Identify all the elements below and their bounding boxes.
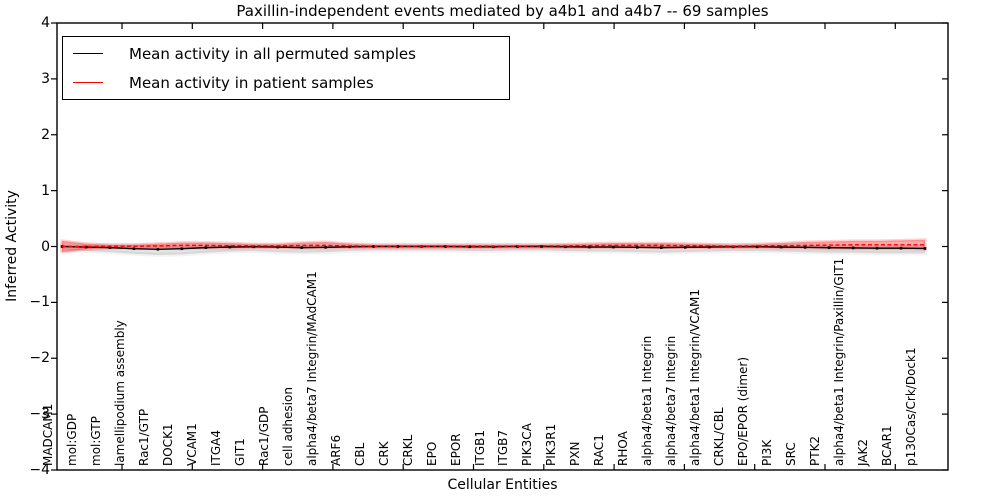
data-marker — [84, 245, 88, 249]
y-tick-label: 0 — [41, 238, 50, 255]
x-category-label: alpha4/beta1 Integrin/VCAM1 — [688, 289, 703, 466]
x-category-label: PXN — [568, 441, 583, 466]
x-category-label: CRKL/CBL — [712, 407, 727, 466]
x-category-label: mol:GTP — [88, 416, 103, 466]
x-category-label: ARF6 — [328, 434, 343, 466]
data-marker — [156, 247, 160, 251]
data-marker — [276, 245, 280, 249]
data-marker — [683, 246, 687, 249]
x-category-label: ITGA4 — [208, 429, 223, 466]
data-marker — [348, 245, 351, 249]
x-category-label: CBL — [352, 442, 367, 466]
x-category-label: alpha4/beta7 Integrin — [664, 335, 679, 466]
x-category-label: BCAR1 — [880, 425, 895, 466]
data-marker — [827, 246, 831, 249]
x-category-label: PIK3CA — [520, 423, 535, 466]
legend-box: Mean activity in all permuted samples Me… — [62, 36, 510, 100]
data-marker — [779, 245, 783, 249]
patient-line-swatch — [73, 82, 103, 83]
legend-item-permuted: Mean activity in all permuted samples — [63, 42, 509, 66]
mean-line — [62, 244, 925, 248]
x-category-label: lamellipodium assembly — [112, 320, 127, 466]
data-marker — [660, 246, 663, 249]
data-marker — [755, 245, 759, 249]
x-axis-label: Cellular Entities — [447, 477, 558, 493]
permuted-line-swatch — [73, 53, 103, 54]
data-marker — [204, 246, 208, 249]
x-category-label: JAK2 — [856, 438, 871, 466]
x-category-label: alpha4/beta1 Integrin — [640, 335, 655, 466]
legend-label-patient: Mean activity in patient samples — [129, 73, 374, 92]
y-tick-label: 3 — [41, 70, 50, 87]
x-category-label: Rac1/GDP — [256, 406, 271, 466]
y-tick-label: −3 — [29, 406, 50, 423]
legend-label-permuted: Mean activity in all permuted samples — [129, 44, 416, 63]
data-marker — [923, 247, 927, 250]
x-category-label: SRC — [784, 442, 799, 466]
y-tick-label: 1 — [41, 182, 50, 199]
data-marker — [636, 246, 639, 249]
data-marker — [180, 247, 184, 251]
y-tick-label: −4 — [29, 462, 50, 478]
y-tick-label: 4 — [41, 15, 50, 31]
x-category-label: CRKL — [400, 434, 415, 466]
data-marker — [468, 245, 471, 249]
legend-item-patient: Mean activity in patient samples — [63, 71, 509, 95]
y-tick-label: −1 — [29, 294, 50, 311]
data-marker — [396, 245, 399, 248]
x-category-label: RHOA — [616, 431, 631, 466]
x-category-label: ITGB7 — [496, 429, 511, 466]
x-category-label: ITGB1 — [472, 429, 487, 466]
x-category-label: EPO — [424, 441, 439, 466]
x-category-label: Rac1/GTP — [136, 408, 151, 466]
x-category-label: p130Cas/Crk/Dock1 — [904, 347, 918, 466]
data-marker — [252, 245, 256, 249]
x-category-label: PIK3R1 — [544, 423, 559, 466]
data-marker — [803, 246, 807, 249]
y-tick-label: −2 — [29, 350, 50, 367]
data-marker — [588, 245, 591, 249]
data-marker — [372, 245, 375, 248]
data-marker — [875, 246, 879, 250]
x-category-label: DOCK1 — [160, 423, 175, 466]
data-marker — [324, 246, 327, 249]
x-category-label: MADCAM1 — [41, 403, 55, 466]
x-category-label: alpha4/beta7 Integrin/MAdCAM1 — [304, 271, 319, 466]
data-marker — [540, 245, 543, 248]
data-marker — [300, 246, 304, 249]
chart-title: Paxillin-independent events mediated by … — [236, 2, 769, 20]
x-category-label: PI3K — [760, 439, 775, 466]
x-category-label: CRK — [376, 441, 391, 466]
x-category-label: RAC1 — [592, 434, 607, 466]
y-tick-label: 2 — [41, 126, 50, 143]
x-category-label: EPOR — [448, 433, 463, 466]
data-marker — [108, 246, 112, 249]
data-marker — [851, 246, 855, 250]
x-category-label: alpha4/beta1 Integrin/Paxillin/GIT1 — [832, 257, 847, 466]
data-marker — [228, 245, 232, 249]
x-category-label: PTK2 — [808, 435, 823, 466]
x-category-label: cell adhesion — [280, 387, 295, 466]
data-marker — [564, 245, 567, 249]
x-category-label: GIT1 — [232, 438, 247, 466]
data-marker — [132, 247, 136, 251]
data-marker — [612, 245, 615, 249]
x-category-label: EPO/EPOR (dimer) — [736, 356, 751, 466]
data-marker — [707, 245, 711, 249]
x-category-label: mol:GDP — [64, 413, 79, 466]
x-category-label: VCAM1 — [184, 423, 199, 466]
data-marker — [899, 246, 903, 250]
